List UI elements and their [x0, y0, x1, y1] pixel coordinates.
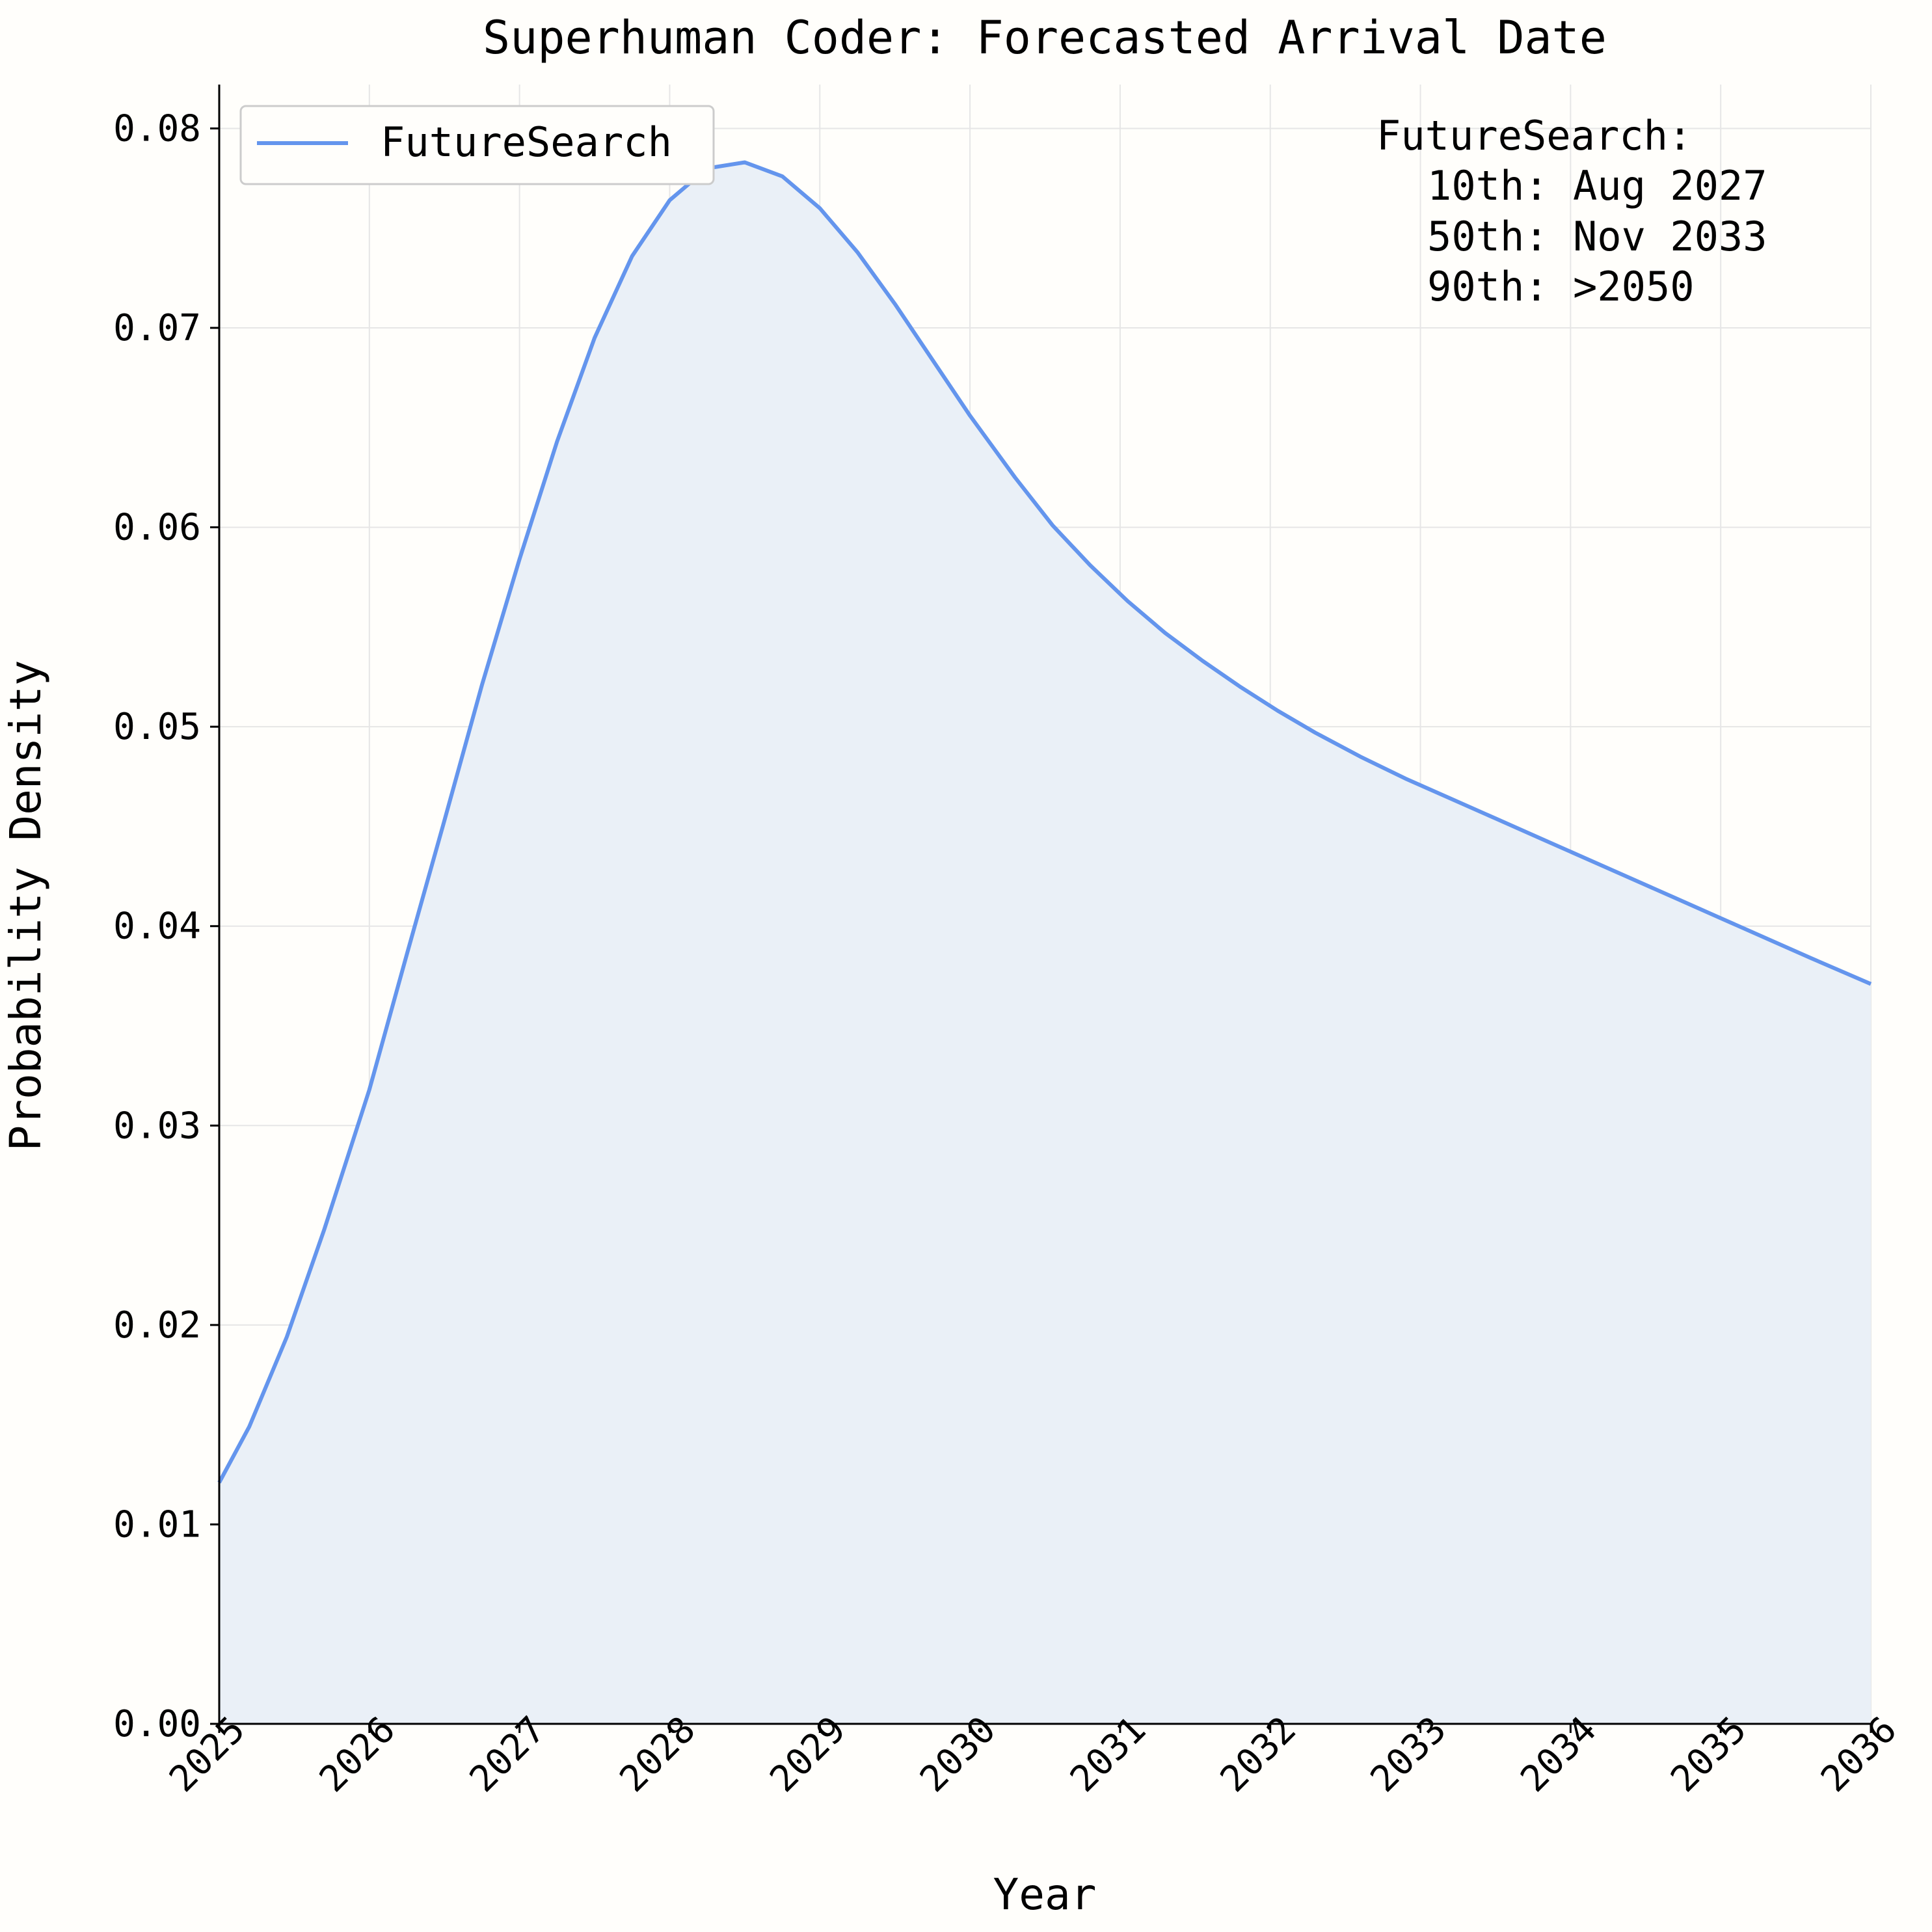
line-layer: [217, 160, 1872, 1484]
y-tick-label: 0.02: [113, 1304, 201, 1347]
y-tick-label: 0.03: [113, 1105, 201, 1147]
legend-label: FutureSearch: [381, 118, 672, 166]
y-tick-label: 0.04: [113, 906, 201, 948]
chart-title: Superhuman Coder: Forecasted Arrival Dat…: [483, 11, 1607, 64]
legend: FutureSearch: [239, 105, 715, 185]
annotation-title: FutureSearch:: [1376, 112, 1692, 159]
annotation-line-50th: 50th: Nov 2033: [1427, 213, 1767, 260]
density-area-fill: [219, 162, 1871, 1724]
y-tick-label: 0.07: [113, 307, 201, 349]
y-tick-label: 0.08: [113, 107, 201, 150]
axes-layer: [218, 85, 1871, 1725]
x-axis-label: Year: [993, 1870, 1097, 1920]
annotation-line-10th: 10th: Aug 2027: [1427, 162, 1767, 209]
y-tick-label: 0.06: [113, 507, 201, 549]
fill-layer: [219, 162, 1871, 1724]
annotation-line-90th: 90th: >2050: [1427, 263, 1695, 310]
y-tick-label: 0.01: [113, 1503, 201, 1546]
density-line: [217, 160, 1872, 1484]
y-axis-label: Probability Density: [1, 660, 51, 1151]
y-tick-label: 0.00: [113, 1703, 201, 1745]
y-tick-label: 0.05: [113, 706, 201, 748]
legend-box: [239, 105, 715, 185]
percentile-annotation: FutureSearch: 10th: Aug 2027 50th: Nov 2…: [1376, 112, 1767, 310]
